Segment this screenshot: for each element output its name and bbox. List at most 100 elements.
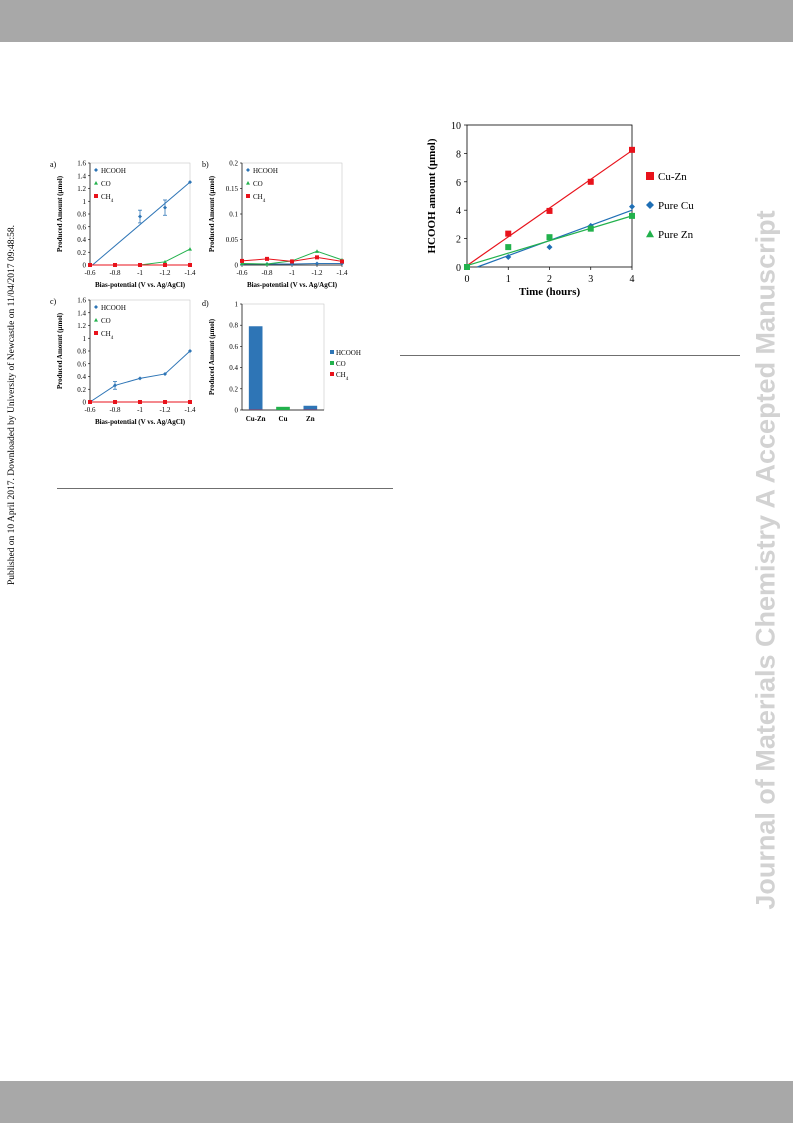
y-tick-label: 0.05 — [226, 236, 239, 244]
hcooh-point — [113, 383, 117, 388]
y-tick-label: 1 — [83, 198, 87, 206]
legend-hcooh-label: HCOOH — [101, 304, 126, 312]
y-tick-label: 0.4 — [77, 373, 86, 381]
y-tick-label: 0.2 — [77, 249, 86, 257]
co-bar — [276, 406, 290, 410]
ch4-point — [315, 255, 319, 260]
ch4-point — [138, 263, 142, 267]
legend-pure-cu-label: Pure Cu — [658, 200, 694, 212]
cu-zn-point — [587, 178, 594, 185]
x-tick-label: -1.4 — [184, 269, 196, 277]
co-point — [315, 249, 319, 253]
hcooh-bar — [303, 405, 318, 410]
x-tick-label: -1.2 — [159, 269, 171, 277]
x-tick-label: 0 — [465, 274, 470, 285]
co-point — [163, 259, 167, 264]
y-tick-label: 0 — [83, 262, 87, 270]
x-tick-label: -0.8 — [261, 269, 273, 277]
legend-co-marker — [94, 318, 98, 322]
y-tick-label: 1.4 — [77, 309, 86, 317]
hcooh-point — [163, 205, 167, 210]
pure-zn-point — [546, 234, 553, 241]
legend-hcooh-label: HCOOH — [253, 167, 278, 175]
panel-label: d) — [202, 299, 209, 308]
legend-hcooh-label: HCOOH — [101, 167, 126, 175]
y-tick-label: 0.6 — [77, 360, 86, 368]
x-tick-label: -1 — [137, 406, 143, 414]
y-axis-label: HCOOH amount (μmol) — [426, 138, 438, 253]
co-line — [90, 248, 191, 266]
ch4-point — [113, 263, 117, 267]
y-tick-label: 1.2 — [77, 322, 86, 330]
plot-frame — [89, 299, 191, 403]
y-tick-label: 1 — [235, 301, 239, 309]
co-point — [188, 247, 192, 251]
ch4-point — [88, 400, 92, 404]
panel-label: b) — [202, 160, 209, 169]
legend-hcooh-marker — [94, 168, 98, 172]
legend-ch4-swatch — [330, 372, 334, 376]
y-tick-label: 0.15 — [226, 185, 239, 193]
legend-co-label: CO — [101, 180, 111, 188]
x-axis-label: Bias-potential (V vs. Ag/AgCl) — [247, 281, 338, 289]
y-tick-label: 1 — [83, 335, 87, 343]
y-tick-label: 0 — [456, 263, 461, 274]
ch4-point — [188, 263, 192, 267]
chart-hcooh-time: 0 2 4 6 8 10 0 1 2 3 4 Time (hours) HCOOH amount (μm… — [426, 121, 694, 298]
x-tick-label: 1 — [506, 274, 511, 285]
y-axis-label: Produced Amount (μmol) — [56, 312, 64, 389]
legend-co-label: CO — [101, 317, 111, 325]
x-tick-label: 4 — [630, 274, 635, 285]
cu-zn-point — [629, 146, 635, 153]
pure-cu-point — [546, 244, 553, 251]
y-tick-label: 0.2 — [77, 386, 86, 394]
y-tick-label: 6 — [456, 178, 461, 189]
y-tick-label: 10 — [451, 121, 461, 132]
ch4-point — [265, 256, 269, 261]
x-tick-label: -1.4 — [184, 406, 196, 414]
y-tick-label: 0.2 — [229, 160, 238, 168]
co-point — [265, 261, 269, 266]
x-category-label: Cu — [279, 415, 288, 423]
chart-panel-b: b) 0 0.05 0.1 0.15 0.2 -0.6 -0.8 -1 -1.2 -1.4 Bias-… — [202, 160, 348, 290]
x-axis-label: Bias-potential (V vs. Ag/AgCl) — [95, 418, 186, 426]
y-tick-label: 1.6 — [77, 297, 86, 305]
y-tick-label: 0.6 — [229, 343, 238, 351]
download-note-text: Published on 10 April 2017. Downloaded b… — [7, 224, 17, 586]
pure-zn-point — [464, 264, 470, 270]
chart-panel-a: a) 0 0.2 0.4 0.6 0.8 1 1.2 1.4 1.6 -0.6 -0.8 -1 -1.2 -… — [50, 160, 196, 290]
legend-hcooh-marker — [246, 168, 250, 172]
legend-ch4-marker — [94, 194, 98, 198]
chart-panel-d: d) 0 0.2 0.4 0.6 0.8 1 Cu-Zn Cu Zn Produced Amount… — [202, 299, 361, 423]
x-tick-label: -1 — [289, 269, 295, 277]
y-tick-label: 1.2 — [77, 185, 86, 193]
chart-panel-c: c) 0 0.2 0.4 0.6 0.8 1 1.2 1.4 1.6 -0.6 -0.8 -1 -1.2 -… — [50, 297, 196, 427]
legend-hcooh-label: HCOOH — [336, 349, 361, 357]
legend-ch4-label: CH4 — [101, 330, 114, 341]
legend-pure-zn-marker — [646, 230, 654, 238]
legend-ch4-marker — [94, 331, 98, 335]
legend-ch4-label: CH4 — [101, 193, 114, 204]
legend-co-label: CO — [253, 180, 263, 188]
x-tick-label: -1.4 — [336, 269, 348, 277]
figure-rule-left — [57, 488, 393, 489]
legend-ch4-label: CH4 — [253, 193, 266, 204]
y-tick-label: 0.1 — [229, 211, 238, 219]
x-tick-label: -1 — [137, 269, 143, 277]
header-band — [0, 0, 793, 42]
x-tick-label: -0.8 — [109, 406, 121, 414]
ch4-point — [290, 259, 294, 264]
y-axis-label: Produced Amount (μmol) — [208, 175, 216, 252]
x-tick-label: -0.8 — [109, 269, 121, 277]
ch4-point — [163, 400, 167, 404]
hcooh-bar — [248, 326, 263, 410]
hcooh-point — [163, 371, 167, 376]
y-tick-label: 1.6 — [77, 160, 86, 168]
x-category-label: Cu-Zn — [246, 415, 266, 423]
legend-ch4-label: CH4 — [336, 371, 349, 382]
cu-zn-point — [505, 230, 512, 237]
legend-pure-zn-label: Pure Zn — [658, 229, 694, 241]
hcooh-point — [138, 376, 142, 381]
figure-rule-right — [400, 355, 740, 356]
pure-zn-point — [629, 212, 635, 219]
